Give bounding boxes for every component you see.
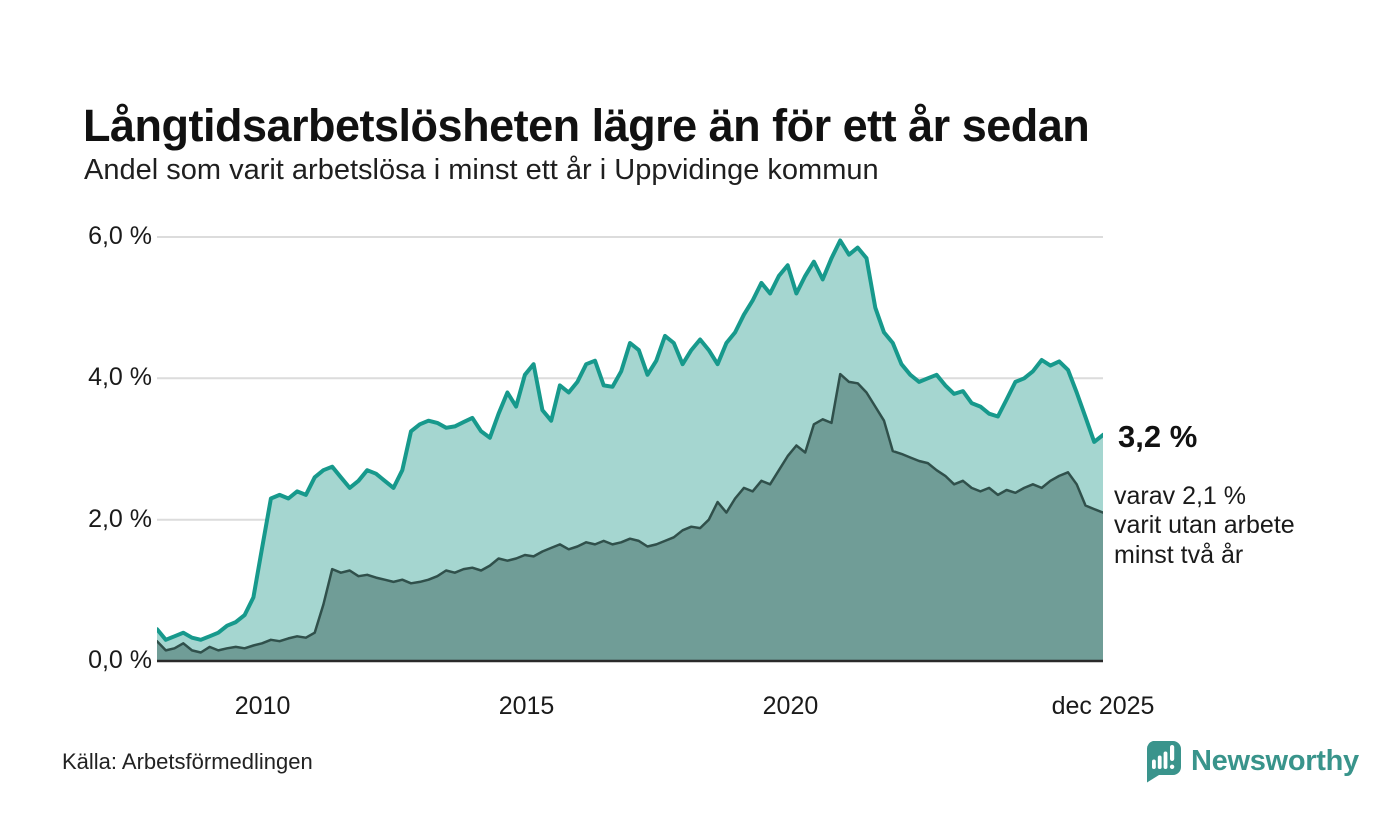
- page-subtitle: Andel som varit arbetslösa i minst ett å…: [84, 154, 879, 186]
- x-tick-label: 2010: [234, 692, 291, 720]
- y-tick-label: 0,0 %: [88, 646, 152, 674]
- y-tick-label: 2,0 %: [88, 504, 152, 533]
- latest-value-label: 3,2 %: [1118, 419, 1198, 454]
- newsworthy-bubble-icon: [1146, 741, 1181, 783]
- brand-wordmark: Newsworthy: [1191, 745, 1359, 777]
- y-tick-label: 6,0 %: [88, 222, 152, 250]
- brand-logo: Newsworthy: [1144, 740, 1359, 783]
- series-line: [157, 238, 1103, 642]
- source-note: Källa: Arbetsförmedlingen: [62, 749, 313, 774]
- y-tick-label: 4,0 %: [88, 363, 152, 392]
- x-tick-label: dec 2025: [1051, 692, 1155, 720]
- x-tick-label: 2015: [498, 692, 555, 720]
- subset-annotation: varav 2,1 % varit utan arbete minst två …: [1114, 482, 1295, 569]
- chart-svg: [157, 236, 1103, 663]
- series-line: [157, 372, 1103, 654]
- area-fill: [157, 374, 1103, 661]
- x-tick-label: 2020: [762, 692, 819, 720]
- page-title: Långtidsarbetslösheten lägre än för ett …: [83, 100, 1090, 152]
